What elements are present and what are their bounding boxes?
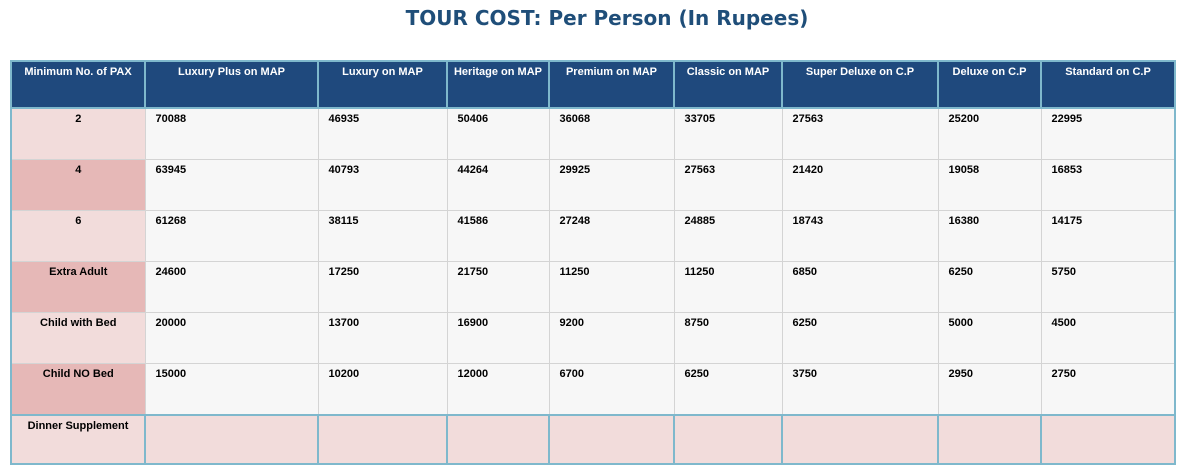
table-cell: 38115: [317, 210, 448, 262]
table-cell: 5000: [937, 312, 1042, 364]
table-row: Child NO Bed 15000 10200 12000 6700 6250…: [10, 363, 1176, 416]
column-header-luxury: Luxury on MAP: [317, 60, 448, 109]
table-cell: 44264: [446, 159, 550, 211]
table-cell: 21420: [781, 159, 939, 211]
table-cell: 22995: [1040, 108, 1176, 160]
table-cell: 11250: [673, 261, 783, 313]
table-row: 2 70088 46935 50406 36068 33705 27563 25…: [10, 108, 1176, 160]
row-label: 6: [10, 210, 146, 262]
row-label: Extra Adult: [10, 261, 146, 313]
table-cell: 6850: [781, 261, 939, 313]
table-cell: 21750: [446, 261, 550, 313]
table-cell: 18743: [781, 210, 939, 262]
table-cell: 6700: [548, 363, 675, 416]
table-cell: 10200: [317, 363, 448, 416]
table-cell: 29925: [548, 159, 675, 211]
table-cell: 19058: [937, 159, 1042, 211]
row-label: 4: [10, 159, 146, 211]
table-cell: 27248: [548, 210, 675, 262]
column-header-min-pax: Minimum No. of PAX: [10, 60, 146, 109]
table-cell: 11250: [548, 261, 675, 313]
column-header-super-deluxe: Super Deluxe on C.P: [781, 60, 939, 109]
table-cell: [144, 414, 319, 465]
column-header-premium: Premium on MAP: [548, 60, 675, 109]
table-cell: 63945: [144, 159, 319, 211]
table-cell: 13700: [317, 312, 448, 364]
table-cell: [548, 414, 675, 465]
table-cell: [446, 414, 550, 465]
table-cell: 70088: [144, 108, 319, 160]
table-cell: 16900: [446, 312, 550, 364]
table-cell: 2950: [937, 363, 1042, 416]
table-cell: 16853: [1040, 159, 1176, 211]
table-cell: 14175: [1040, 210, 1176, 262]
table-cell: 41586: [446, 210, 550, 262]
table-cell: 3750: [781, 363, 939, 416]
table-row: 6 61268 38115 41586 27248 24885 18743 16…: [10, 210, 1176, 262]
row-label: 2: [10, 108, 146, 160]
table-cell: 12000: [446, 363, 550, 416]
column-header-deluxe: Deluxe on C.P: [937, 60, 1042, 109]
table-cell: 9200: [548, 312, 675, 364]
table-cell: 33705: [673, 108, 783, 160]
table-cell: [781, 414, 939, 465]
table-cell: 8750: [673, 312, 783, 364]
table-row: Child with Bed 20000 13700 16900 9200 87…: [10, 312, 1176, 364]
dinner-supplement-row: Dinner Supplement: [10, 414, 1176, 465]
table-cell: 6250: [937, 261, 1042, 313]
table-cell: 27563: [781, 108, 939, 160]
column-header-standard: Standard on C.P: [1040, 60, 1176, 109]
table-cell: 40793: [317, 159, 448, 211]
column-header-classic: Classic on MAP: [673, 60, 783, 109]
table-cell: [1040, 414, 1176, 465]
table-cell: 4500: [1040, 312, 1176, 364]
table-cell: 36068: [548, 108, 675, 160]
table-cell: 16380: [937, 210, 1042, 262]
table-cell: 2750: [1040, 363, 1176, 416]
table-cell: [673, 414, 783, 465]
table-cell: 6250: [781, 312, 939, 364]
table-cell: 6250: [673, 363, 783, 416]
table-cell: 17250: [317, 261, 448, 313]
row-label: Child with Bed: [10, 312, 146, 364]
column-header-luxury-plus: Luxury Plus on MAP: [144, 60, 319, 109]
row-label: Dinner Supplement: [10, 414, 146, 465]
table-cell: 25200: [937, 108, 1042, 160]
table-cell: 5750: [1040, 261, 1176, 313]
page-title: TOUR COST: Per Person (In Rupees): [405, 6, 809, 30]
table-cell: 27563: [673, 159, 783, 211]
table-cell: 15000: [144, 363, 319, 416]
table-cell: 24600: [144, 261, 319, 313]
table-cell: 50406: [446, 108, 550, 160]
column-header-heritage: Heritage on MAP: [446, 60, 550, 109]
tour-cost-table: Minimum No. of PAX Luxury Plus on MAP Lu…: [10, 60, 1176, 465]
table-cell: [937, 414, 1042, 465]
table-row: Extra Adult 24600 17250 21750 11250 1125…: [10, 261, 1176, 313]
row-label: Child NO Bed: [10, 363, 146, 416]
table-cell: [317, 414, 448, 465]
table-cell: 20000: [144, 312, 319, 364]
table-cell: 46935: [317, 108, 448, 160]
table-header-row: Minimum No. of PAX Luxury Plus on MAP Lu…: [10, 60, 1176, 109]
table-cell: 61268: [144, 210, 319, 262]
table-row: 4 63945 40793 44264 29925 27563 21420 19…: [10, 159, 1176, 211]
table-cell: 24885: [673, 210, 783, 262]
